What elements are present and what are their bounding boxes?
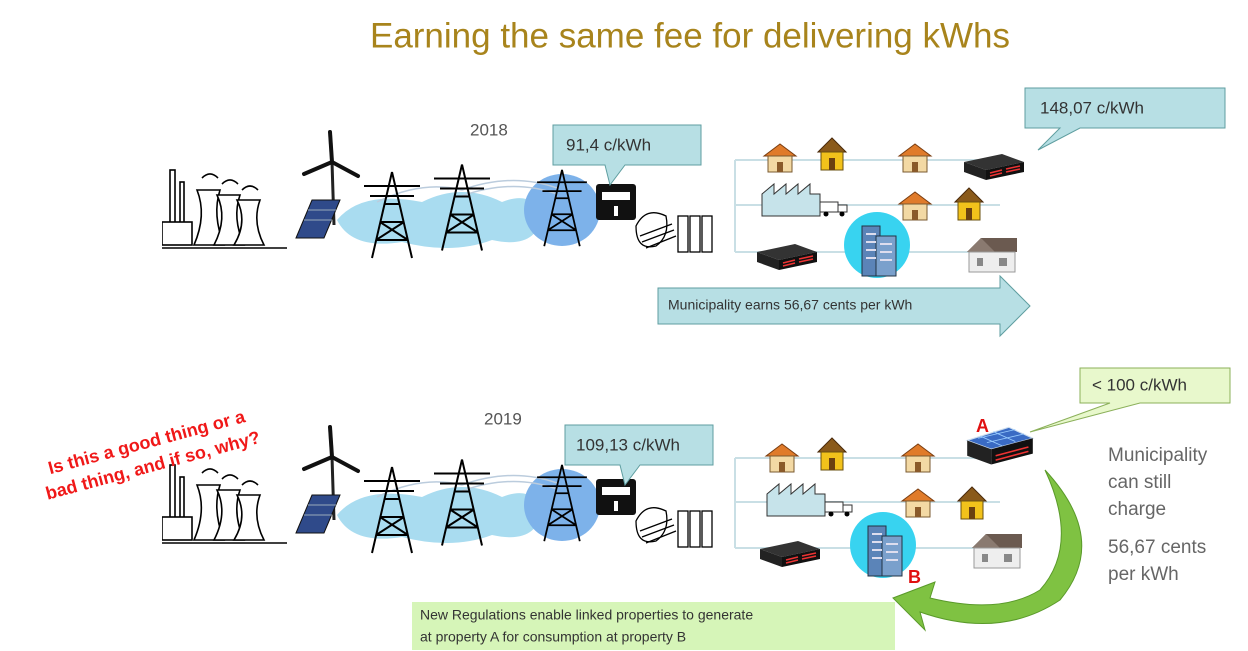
year-label: 2018 <box>470 120 508 139</box>
office-tower <box>850 512 916 578</box>
house <box>818 138 846 170</box>
distribution <box>735 427 1033 578</box>
slide-title: Earning the same fee for delivering kWhs <box>370 16 1010 55</box>
factory <box>762 184 847 217</box>
side-note-line: Municipality <box>1108 445 1208 466</box>
regulation-line: New Regulations enable linked properties… <box>420 607 753 623</box>
retail-price: 148,07 c/kWh <box>1040 98 1144 117</box>
house <box>902 489 934 517</box>
building <box>964 154 1024 180</box>
margin-text: Municipality earns 56,67 cents per kWh <box>668 297 912 313</box>
question: Is this a good thing or a bad thing, and… <box>37 404 262 504</box>
factory <box>767 484 852 517</box>
slide: Earning the same fee for delivering kWhs… <box>0 0 1248 651</box>
house <box>955 188 983 220</box>
year-label: 2019 <box>484 409 522 428</box>
distribution <box>735 138 1024 278</box>
office-tower <box>844 212 910 278</box>
side-note-line: per kWh <box>1108 564 1179 585</box>
building <box>760 541 820 567</box>
wholesale-price: 109,13 c/kWh <box>576 435 680 454</box>
callout <box>565 425 713 485</box>
building <box>757 244 817 270</box>
house <box>764 144 796 172</box>
regulation-line: at property A for consumption at propert… <box>420 629 686 645</box>
side-note-line: 56,67 cents <box>1108 537 1206 558</box>
wholesale-price: 91,4 c/kWh <box>566 135 651 154</box>
house <box>899 144 931 172</box>
house <box>818 438 846 470</box>
generation-price: < 100 c/kWh <box>1092 375 1187 394</box>
callout <box>1025 88 1225 150</box>
property-label: A <box>976 416 989 436</box>
house <box>766 444 798 472</box>
side-note-line: charge <box>1108 499 1166 520</box>
house <box>899 192 931 220</box>
house <box>902 444 934 472</box>
side-note-line: can still <box>1108 472 1171 493</box>
scenario-2019: 2019 109,13 c/kWh < 100 c/kWh A B Munici… <box>162 368 1230 650</box>
scenario-2018: 2018 91,4 c/kWh 148,07 c/kWh Municipalit… <box>162 88 1225 336</box>
house <box>972 534 1022 568</box>
side-note: Municipality can still charge 56,67 cent… <box>1108 445 1208 585</box>
callout <box>553 125 701 185</box>
property-label: B <box>908 567 921 587</box>
house <box>958 487 986 519</box>
house <box>967 238 1017 272</box>
